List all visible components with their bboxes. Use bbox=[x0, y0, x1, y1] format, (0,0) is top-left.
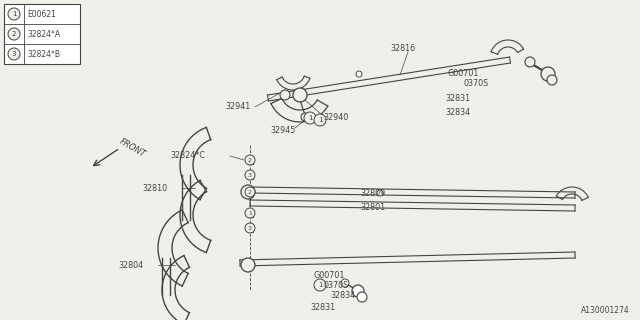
Circle shape bbox=[245, 223, 255, 233]
Text: 32834: 32834 bbox=[330, 291, 355, 300]
Text: 32834: 32834 bbox=[445, 108, 470, 116]
Text: 3: 3 bbox=[248, 226, 252, 230]
Text: 32831: 32831 bbox=[445, 93, 470, 102]
Circle shape bbox=[8, 48, 20, 60]
Text: 1: 1 bbox=[12, 11, 16, 17]
Circle shape bbox=[241, 258, 255, 272]
Circle shape bbox=[8, 8, 20, 20]
FancyBboxPatch shape bbox=[248, 210, 253, 217]
Text: 3: 3 bbox=[248, 172, 252, 178]
Text: 1: 1 bbox=[317, 117, 323, 123]
Circle shape bbox=[352, 285, 364, 297]
Circle shape bbox=[301, 113, 309, 121]
Text: 32824*C: 32824*C bbox=[170, 150, 205, 159]
FancyBboxPatch shape bbox=[4, 4, 80, 64]
Text: 32809: 32809 bbox=[360, 188, 385, 197]
Text: 1: 1 bbox=[317, 282, 323, 288]
Text: A130001274: A130001274 bbox=[581, 306, 630, 315]
Circle shape bbox=[377, 190, 383, 196]
Circle shape bbox=[304, 112, 316, 124]
Circle shape bbox=[293, 88, 307, 102]
Circle shape bbox=[357, 292, 367, 302]
Circle shape bbox=[525, 57, 535, 67]
Circle shape bbox=[245, 170, 255, 180]
Circle shape bbox=[356, 71, 362, 77]
Text: 32810: 32810 bbox=[142, 183, 167, 193]
Circle shape bbox=[547, 75, 557, 85]
Circle shape bbox=[314, 114, 326, 126]
Circle shape bbox=[341, 279, 349, 287]
Text: 2: 2 bbox=[12, 31, 16, 37]
Text: 32945: 32945 bbox=[270, 125, 296, 134]
Text: 0370S: 0370S bbox=[463, 78, 488, 87]
Text: G00701: G00701 bbox=[448, 68, 479, 77]
Text: 32831: 32831 bbox=[310, 303, 335, 313]
Circle shape bbox=[541, 67, 555, 81]
Text: 32941: 32941 bbox=[225, 101, 250, 110]
FancyBboxPatch shape bbox=[248, 225, 253, 231]
Text: 1: 1 bbox=[308, 115, 312, 121]
Text: 0370S: 0370S bbox=[323, 281, 348, 290]
Text: FRONT: FRONT bbox=[118, 137, 147, 159]
FancyBboxPatch shape bbox=[248, 172, 253, 179]
Circle shape bbox=[241, 185, 255, 199]
Text: 2: 2 bbox=[248, 157, 252, 163]
Text: 32804: 32804 bbox=[118, 260, 143, 269]
Text: 32801: 32801 bbox=[360, 203, 385, 212]
FancyBboxPatch shape bbox=[248, 188, 253, 196]
Text: 32816: 32816 bbox=[390, 44, 415, 52]
Text: E00621: E00621 bbox=[27, 10, 56, 19]
Text: 3: 3 bbox=[12, 51, 16, 57]
FancyBboxPatch shape bbox=[248, 156, 253, 164]
Circle shape bbox=[245, 155, 255, 165]
Text: 32940: 32940 bbox=[323, 113, 348, 122]
Circle shape bbox=[314, 279, 326, 291]
Text: 32824*A: 32824*A bbox=[27, 29, 60, 38]
Text: 1: 1 bbox=[248, 211, 252, 215]
Circle shape bbox=[245, 187, 255, 197]
Circle shape bbox=[245, 208, 255, 218]
Text: 32824*B: 32824*B bbox=[27, 50, 60, 59]
Circle shape bbox=[8, 28, 20, 40]
Text: G00701: G00701 bbox=[313, 270, 344, 279]
Circle shape bbox=[280, 90, 290, 100]
Text: 2: 2 bbox=[248, 189, 252, 195]
